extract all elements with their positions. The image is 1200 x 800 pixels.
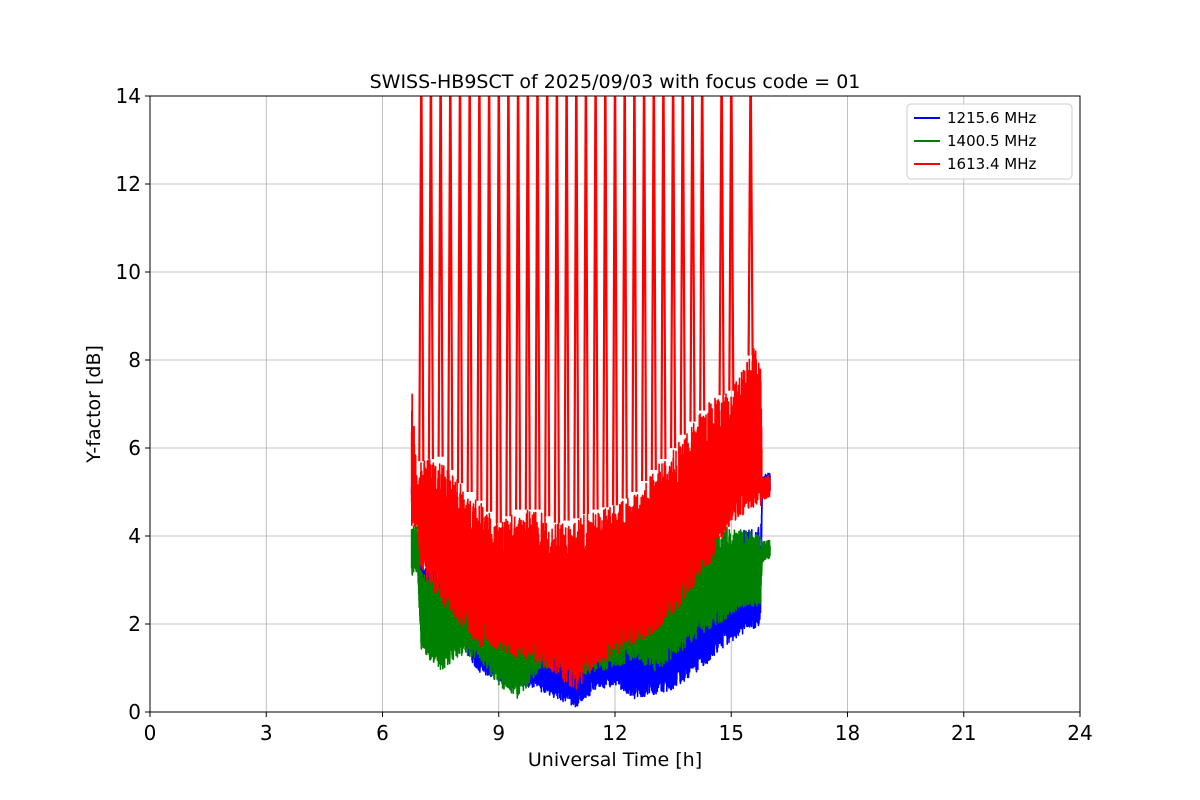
y-tick-label: 6 [128, 436, 141, 460]
rfi-spike [660, 96, 667, 460]
rfi-spike [689, 96, 696, 422]
rfi-spike [631, 96, 638, 493]
legend: 1215.6 MHz 1400.5 MHz 1613.4 MHz [906, 103, 1073, 180]
x-tick-label: 24 [1067, 721, 1092, 745]
legend-box [906, 103, 1073, 180]
series-layer [410, 96, 771, 708]
series-line [410, 348, 771, 690]
rfi-spike [495, 96, 502, 523]
y-tick-label: 10 [116, 260, 141, 284]
x-axis-label: Universal Time [h] [528, 749, 702, 771]
rfi-spike [728, 96, 735, 391]
y-axis-ticks: 0 2 4 6 8 10 12 14 [116, 84, 150, 724]
x-tick-label: 9 [492, 721, 505, 745]
rfi-spike [621, 96, 628, 499]
x-tick-label: 6 [376, 721, 389, 745]
y-tick-label: 0 [128, 700, 141, 724]
rfi-spike [592, 96, 599, 510]
y-tick-label: 4 [128, 524, 141, 548]
rfi-spike [718, 96, 725, 396]
rfi-spike [466, 96, 473, 493]
y-tick-label: 12 [116, 172, 141, 196]
rfi-spike [650, 96, 657, 471]
rfi-spike [534, 96, 541, 510]
rfi-spike [418, 96, 425, 462]
rfi-spike [515, 96, 522, 510]
x-tick-label: 12 [602, 721, 627, 745]
rfi-spike [505, 96, 512, 517]
rfi-spike [486, 96, 493, 512]
rfi-spike [427, 96, 434, 460]
rfi-spike [437, 96, 444, 457]
x-tick-label: 0 [144, 721, 157, 745]
rfi-spike [447, 96, 454, 471]
y-axis-label: Y-factor [dB] [83, 345, 105, 464]
rfi-spike [563, 96, 570, 521]
y-tick-label: 2 [128, 612, 141, 636]
series-1613-4-mhz [410, 96, 771, 690]
rfi-spike [544, 96, 551, 517]
x-tick-label: 15 [719, 721, 744, 745]
x-tick-label: 21 [951, 721, 976, 745]
rfi-spike [524, 96, 531, 510]
rfi-spike [553, 96, 560, 523]
x-tick-label: 3 [260, 721, 273, 745]
rfi-spike [573, 96, 580, 519]
x-axis-ticks: 0 3 6 9 12 15 18 21 24 [144, 712, 1093, 745]
rfi-spike [679, 96, 686, 435]
rfi-spike [602, 96, 609, 508]
rfi-spike [456, 96, 464, 484]
chart-title: SWISS-HB9SCT of 2025/09/03 with focus co… [370, 71, 861, 93]
rfi-spike [611, 96, 619, 506]
legend-label-1613: 1613.4 MHz [947, 155, 1036, 173]
rfi-spike [699, 96, 706, 411]
rfi-spike [476, 96, 483, 501]
legend-label-1215: 1215.6 MHz [947, 109, 1036, 127]
rfi-spike [670, 96, 677, 449]
y-tick-label: 14 [116, 84, 141, 108]
rfi-spike [747, 96, 754, 356]
y-tick-label: 8 [128, 348, 141, 372]
legend-label-1400: 1400.5 MHz [947, 132, 1036, 150]
x-tick-label: 18 [835, 721, 860, 745]
rfi-spike [641, 96, 648, 482]
rfi-spike [582, 96, 589, 515]
